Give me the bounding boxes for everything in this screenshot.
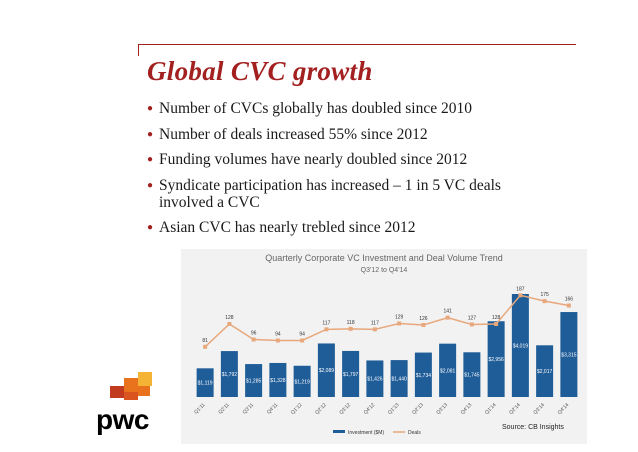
- bar: [560, 312, 578, 397]
- deals-label: 117: [322, 320, 330, 326]
- deals-point: [469, 322, 474, 327]
- bullet-item: Number of deals increased 55% since 2012: [147, 126, 550, 143]
- deals-label: 127: [468, 315, 477, 321]
- bullet-list: Number of CVCs globally has doubled sinc…: [147, 100, 550, 245]
- bar: [414, 352, 432, 397]
- deals-point: [372, 327, 377, 332]
- bar: [439, 343, 457, 397]
- deals-point: [397, 321, 402, 326]
- deals-label: 128: [492, 315, 501, 321]
- bar-label: $4,019: [513, 344, 529, 350]
- legend-swatch-investment: [333, 430, 345, 433]
- logo-square: [138, 386, 150, 396]
- bar-label: $2,017: [537, 369, 553, 375]
- deals-label: 94: [275, 331, 281, 337]
- bar-label: $1,285: [246, 379, 262, 385]
- bar-label: $1,328: [270, 378, 286, 384]
- deals-point: [494, 321, 499, 326]
- bar-label: $1,219: [294, 379, 310, 385]
- cvc-trend-chart: Quarterly Corporate VC Investment and De…: [181, 249, 587, 444]
- logo-square: [138, 372, 152, 386]
- legend-label-deals: Deals: [408, 430, 421, 436]
- bar: [293, 365, 311, 397]
- chart-subtitle: Q3'12 to Q4'14: [361, 267, 408, 274]
- deals-point: [300, 338, 305, 343]
- bar: [269, 362, 287, 397]
- bar-label: $1,426: [367, 377, 383, 383]
- bar-label: $1,119: [198, 381, 213, 387]
- bar: [511, 294, 529, 397]
- bar-label: $1,440: [391, 377, 407, 383]
- title-rule-tick: [138, 44, 139, 56]
- deals-point: [542, 299, 547, 304]
- pwc-logo-mark: [96, 372, 166, 442]
- source-note: Source: CB Insights: [502, 424, 564, 431]
- bar: [536, 345, 554, 397]
- deals-label: 175: [540, 292, 549, 298]
- bar: [245, 364, 263, 397]
- deals-label: 141: [443, 309, 452, 315]
- deals-point: [275, 338, 280, 343]
- deals-label: 126: [419, 316, 428, 322]
- bullet-item: Asian CVC has nearly trebled since 2012: [147, 219, 550, 236]
- deals-label: 187: [516, 286, 525, 292]
- deals-label: 128: [225, 315, 234, 321]
- deals-point: [251, 337, 256, 342]
- deals-point: [566, 303, 571, 308]
- bar: [317, 343, 335, 397]
- deals-label: 166: [565, 297, 574, 303]
- deals-label: 81: [202, 338, 208, 344]
- bar: [342, 350, 360, 397]
- deals-point: [227, 321, 232, 326]
- deals-point: [445, 315, 450, 320]
- bar-label: $2,081: [440, 368, 456, 374]
- deals-label: 129: [395, 314, 404, 320]
- bullet-item: Number of CVCs globally has doubled sinc…: [147, 100, 550, 117]
- deals-label: 94: [299, 331, 305, 337]
- deals-point: [421, 322, 426, 327]
- bar-label: $1,734: [416, 373, 432, 379]
- deals-point: [518, 293, 523, 298]
- deals-label: 117: [371, 320, 379, 326]
- title-rule: [138, 44, 576, 45]
- bar-label: $1,745: [464, 373, 480, 379]
- chart-title: Quarterly Corporate VC Investment and De…: [265, 253, 503, 263]
- logo-square: [110, 386, 124, 398]
- bar-label: $2,089: [319, 368, 335, 374]
- bar-label: $3,315: [561, 353, 577, 359]
- deals-point: [203, 344, 208, 349]
- logo-square: [124, 392, 138, 400]
- deals-point: [324, 327, 329, 332]
- logo-square: [124, 378, 138, 392]
- bar-label: $2,956: [488, 357, 504, 363]
- slide-title: Global CVC growth: [147, 56, 373, 86]
- bar: [366, 360, 384, 397]
- deals-label: 96: [251, 331, 257, 337]
- bullet-item: Funding volumes have nearly doubled sinc…: [147, 151, 550, 168]
- legend-label-investment: Investment ($M): [348, 430, 384, 436]
- deals-point: [348, 326, 353, 331]
- bullet-item: Syndicate participation has increased – …: [147, 177, 550, 211]
- bar: [196, 368, 214, 397]
- bar-label: $1,797: [343, 372, 359, 378]
- pwc-logo-text: pwc: [96, 404, 149, 435]
- deals-line: [204, 294, 570, 348]
- bar: [390, 360, 408, 397]
- bar: [463, 352, 481, 397]
- chart-container: Quarterly Corporate VC Investment and De…: [181, 249, 587, 444]
- deals-label: 118: [347, 320, 355, 326]
- bar: [220, 351, 238, 397]
- bar: [487, 321, 505, 397]
- bar-label: $1,792: [222, 372, 238, 378]
